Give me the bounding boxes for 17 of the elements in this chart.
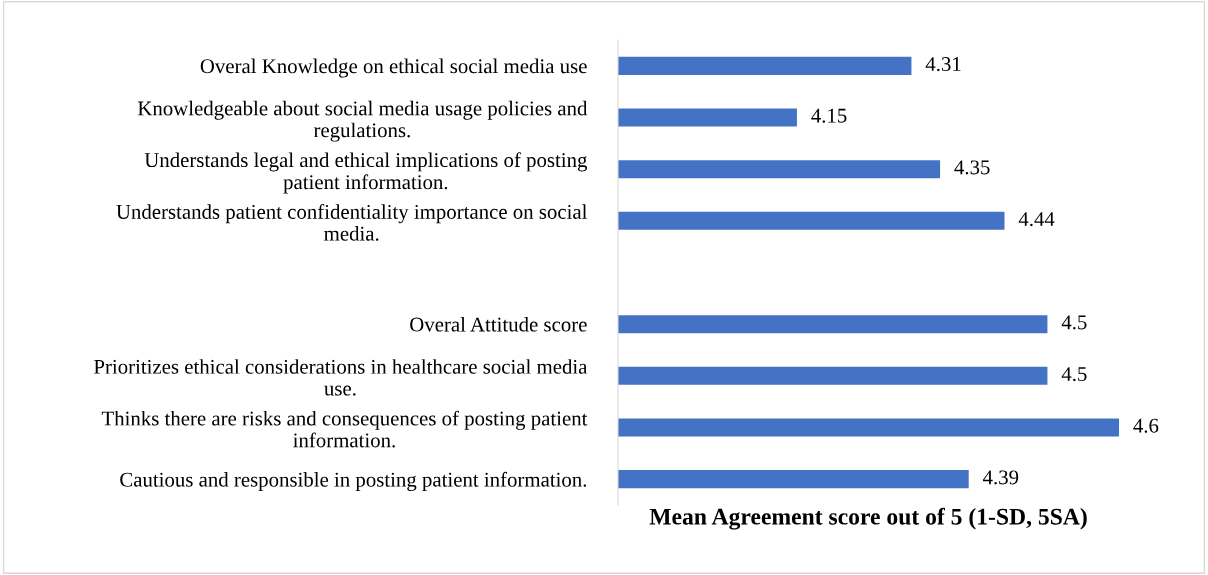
y-tick-label: Thinks there are risks and consequences of posting patient information. <box>101 410 588 448</box>
data-label: 4.31 <box>925 57 961 72</box>
data-label: 4.5 <box>1061 315 1087 330</box>
y-tick-label: Overal Attitude score <box>410 316 587 332</box>
y-tick-label: Prioritizes ethical considerations in healthcare social media use. <box>94 359 588 396</box>
data-label: 4.5 <box>1061 367 1087 382</box>
data-label: 4.44 <box>1018 212 1055 227</box>
y-tick-label: Cautious and responsible in posting patient information. <box>120 471 587 491</box>
x-axis-title: Mean Agreement score out of 5 (1-SD, 5SA) <box>649 507 1087 530</box>
y-tick-label: Understands patient confidentiality importance on social media. <box>116 204 588 241</box>
data-label: 4.15 <box>811 108 847 123</box>
y-tick-label: Knowledgeable about social media usage policies and regulations. <box>137 100 588 142</box>
y-tick-label: Understands legal and ethical implications of posting patient information. <box>144 152 588 194</box>
data-label: 4.35 <box>954 160 990 175</box>
data-label: 4.39 <box>983 470 1019 485</box>
y-tick-label: Overal Knowledge on ethical social media use <box>200 58 587 78</box>
data-label: 4.6 <box>1133 418 1159 433</box>
